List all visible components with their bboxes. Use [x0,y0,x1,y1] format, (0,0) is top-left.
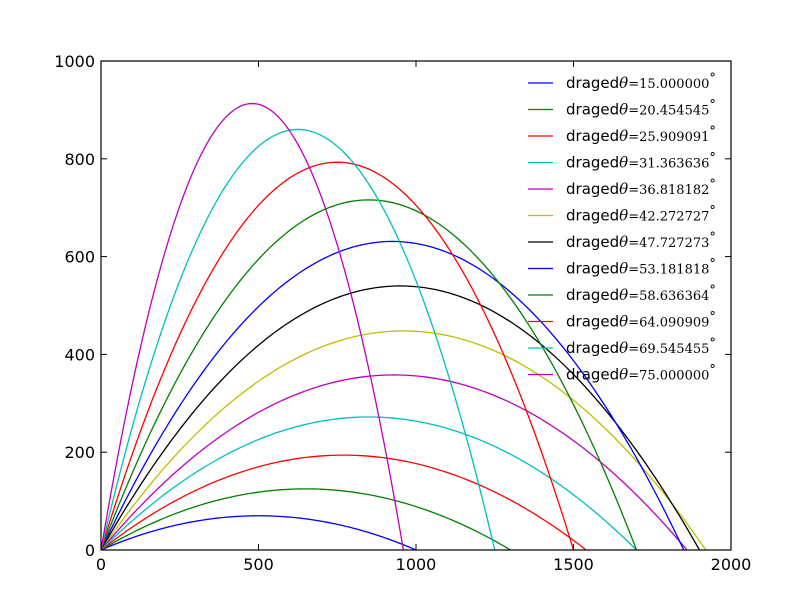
series-layer [101,102,707,550]
x-tick-label: 0 [96,555,106,574]
legend-label: dragedθ=58.636364° [566,283,716,304]
series-line-9 [101,199,638,550]
legend-entry: dragedθ=53.181818° [528,257,716,278]
legend-entry: dragedθ=36.818182° [528,177,716,198]
x-tick-label: 1000 [396,555,437,574]
legend-label: dragedθ=69.545455° [566,336,716,357]
series-line-8 [101,240,685,550]
series-line-12 [101,102,405,550]
legend: dragedθ=15.000000° dragedθ=20.454545° drag… [528,71,716,384]
legend-entry: dragedθ=20.454545° [528,98,716,119]
series-line-2 [101,488,511,550]
legend-entry: dragedθ=69.545455° [528,336,716,357]
legend-label: dragedθ=20.454545° [566,98,716,119]
y-tick-label: 0 [85,541,95,560]
series-line-5 [101,374,688,550]
legend-label: dragedθ=25.909091° [566,124,716,145]
legend-entry: dragedθ=64.090909° [528,310,716,331]
legend-label: dragedθ=36.818182° [566,177,716,198]
series-line-7 [101,285,701,550]
series-line-3 [101,454,587,550]
tick-layer: 0 500 1000 1500 2000 0 200 400 600 800 1000 [54,52,751,574]
x-tick-label: 1500 [553,555,594,574]
legend-entry: dragedθ=15.000000° [528,71,716,92]
y-tick-label: 600 [64,248,95,267]
x-tick-label: 2000 [711,555,752,574]
y-tick-label: 1000 [54,52,95,71]
y-tick-label: 200 [64,443,95,462]
legend-label: dragedθ=53.181818° [566,257,716,278]
legend-entry: dragedθ=31.363636° [528,151,716,172]
series-line-6 [101,330,707,550]
legend-label: dragedθ=15.000000° [566,71,716,92]
y-tick-label: 800 [64,150,95,169]
legend-label: dragedθ=42.272727° [566,204,716,225]
legend-entry: dragedθ=42.272727° [528,204,716,225]
legend-entry: dragedθ=25.909091° [528,124,716,145]
series-line-4 [101,416,637,550]
legend-label: dragedθ=31.363636° [566,151,716,172]
legend-entry: dragedθ=75.000000° [528,363,716,384]
y-tick-label: 400 [64,345,95,364]
legend-label: dragedθ=64.090909° [566,310,716,331]
legend-label: dragedθ=75.000000° [566,363,716,384]
series-line-1 [101,515,417,550]
legend-entry: dragedθ=58.636364° [528,283,716,304]
series-line-10 [101,161,575,550]
legend-label: dragedθ=47.727273° [566,230,716,251]
series-line-11 [101,128,496,550]
x-tick-label: 500 [243,555,274,574]
legend-entry: dragedθ=47.727273° [528,230,716,251]
